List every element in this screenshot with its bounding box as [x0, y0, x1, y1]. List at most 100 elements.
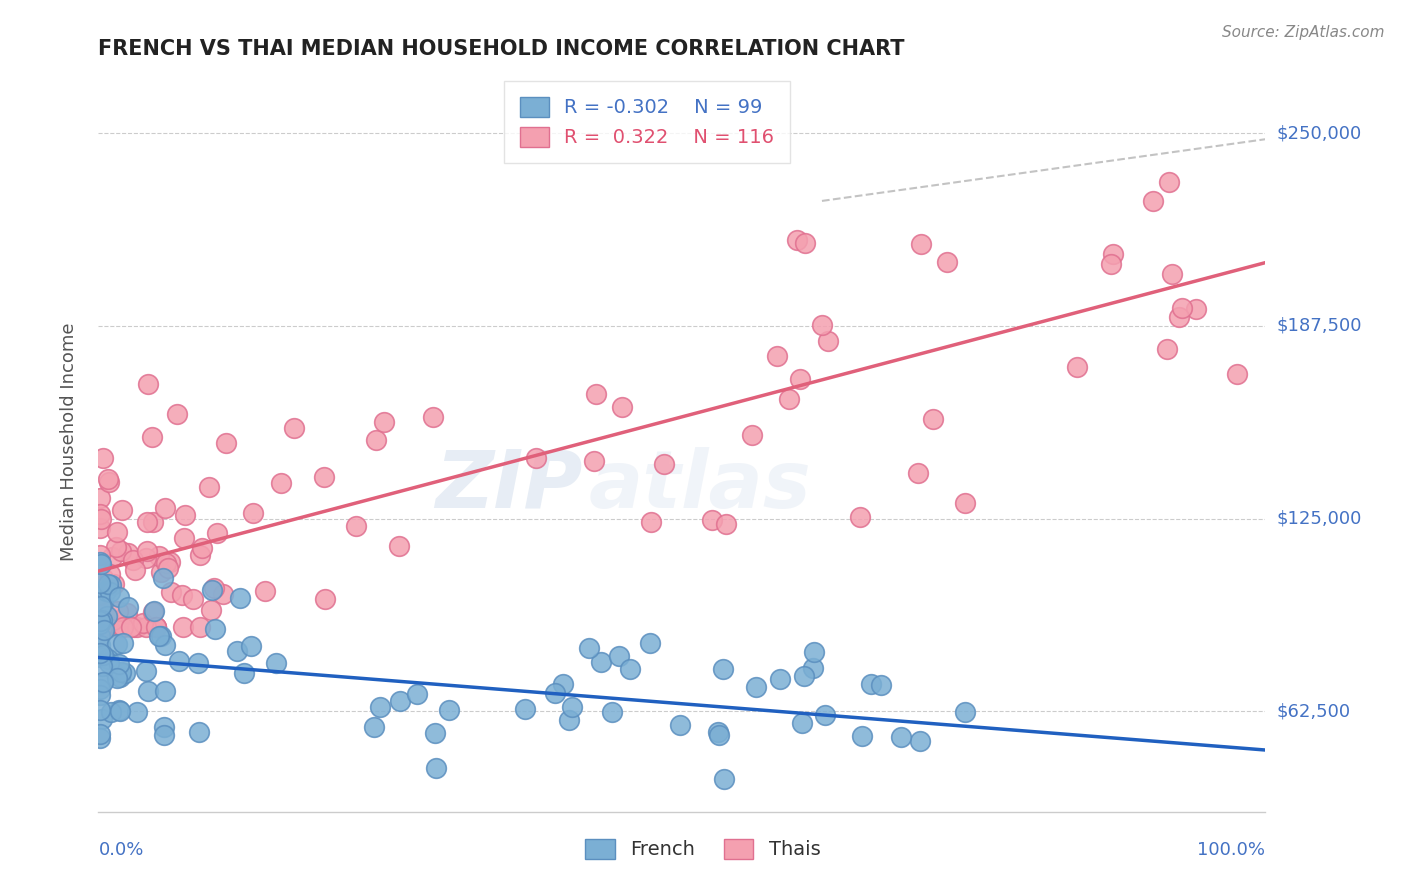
Point [145, 620, 167, 634]
Point [94, 584, 117, 599]
Point [789, 372, 811, 386]
Point [89, 521, 111, 535]
Point [153, 683, 176, 698]
Point [111, 502, 134, 516]
Point [91, 712, 114, 726]
Point [713, 772, 735, 786]
Point [373, 415, 395, 429]
Point [136, 376, 159, 391]
Point [1168, 310, 1191, 325]
Point [124, 563, 146, 577]
Point [135, 551, 157, 566]
Point [201, 582, 224, 597]
Point [652, 457, 675, 471]
Point [96, 620, 118, 634]
Point [388, 694, 411, 708]
Point [89, 688, 111, 702]
Point [790, 715, 813, 730]
Point [215, 436, 238, 450]
Point [111, 620, 134, 634]
Point [190, 549, 212, 563]
Text: 0.0%: 0.0% [98, 841, 143, 859]
Point [148, 628, 170, 642]
Point [96, 620, 118, 634]
Point [108, 704, 131, 718]
Point [368, 699, 391, 714]
Text: ZIP: ZIP [436, 447, 582, 525]
Point [191, 541, 214, 556]
Point [96, 620, 118, 634]
Point [135, 620, 157, 634]
Point [793, 669, 815, 683]
Point [157, 561, 180, 575]
Point [202, 582, 225, 596]
Point [145, 620, 167, 634]
Point [148, 549, 170, 563]
Point [425, 726, 447, 740]
Point [89, 588, 111, 602]
Point [388, 539, 411, 553]
Text: $250,000: $250,000 [1277, 124, 1362, 142]
Point [172, 620, 194, 634]
Point [93, 624, 115, 638]
Point [97, 652, 120, 666]
Point [422, 409, 444, 424]
Point [132, 615, 155, 630]
Point [89, 646, 111, 660]
Text: $187,500: $187,500 [1277, 317, 1362, 334]
Point [169, 655, 191, 669]
Point [910, 236, 932, 251]
Point [544, 686, 567, 700]
Point [778, 392, 800, 407]
Point [141, 515, 163, 529]
Point [1066, 359, 1088, 374]
Point [115, 606, 138, 620]
Point [591, 655, 613, 669]
Point [89, 587, 111, 601]
Point [89, 508, 111, 522]
Point [714, 517, 737, 532]
Point [225, 644, 247, 658]
Point [108, 703, 131, 717]
Point [142, 605, 165, 619]
Point [103, 613, 125, 627]
Point [90, 601, 112, 615]
Point [513, 702, 536, 716]
Text: Source: ZipAtlas.com: Source: ZipAtlas.com [1222, 25, 1385, 40]
Point [136, 683, 159, 698]
Point [849, 510, 872, 524]
Point [105, 671, 128, 685]
Point [90, 658, 112, 673]
Point [155, 557, 177, 571]
Point [205, 526, 228, 541]
Point [121, 553, 143, 567]
Point [153, 638, 176, 652]
Point [607, 649, 630, 664]
Point [112, 636, 135, 650]
Point [108, 670, 131, 684]
Point [344, 518, 367, 533]
Legend: R = -0.302    N = 99, R =  0.322    N = 116: R = -0.302 N = 99, R = 0.322 N = 116 [503, 81, 790, 163]
Point [89, 574, 111, 589]
Point [212, 586, 235, 600]
Point [1226, 367, 1249, 381]
Point [89, 681, 111, 696]
Point [124, 620, 146, 634]
Point [188, 725, 211, 739]
Point [89, 703, 111, 717]
Point [108, 657, 131, 672]
Point [908, 734, 931, 748]
Point [159, 555, 181, 569]
Point [264, 657, 287, 671]
Point [153, 500, 176, 515]
Point [851, 729, 873, 743]
Point [100, 577, 122, 591]
Point [1099, 258, 1122, 272]
Point [166, 407, 188, 421]
Point [89, 548, 111, 562]
Y-axis label: Median Household Income: Median Household Income [59, 322, 77, 561]
Point [741, 428, 763, 442]
Point [117, 599, 139, 614]
Point [707, 728, 730, 742]
Text: $62,500: $62,500 [1277, 703, 1351, 721]
